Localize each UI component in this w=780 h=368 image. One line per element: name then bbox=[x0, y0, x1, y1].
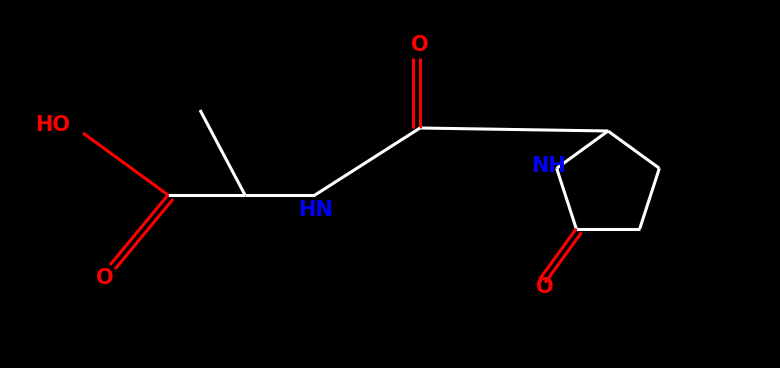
Text: NH: NH bbox=[531, 156, 566, 176]
Text: HN: HN bbox=[298, 200, 332, 220]
Text: HO: HO bbox=[35, 115, 70, 135]
Text: O: O bbox=[411, 35, 429, 55]
Text: O: O bbox=[536, 277, 554, 297]
Text: O: O bbox=[96, 268, 114, 288]
